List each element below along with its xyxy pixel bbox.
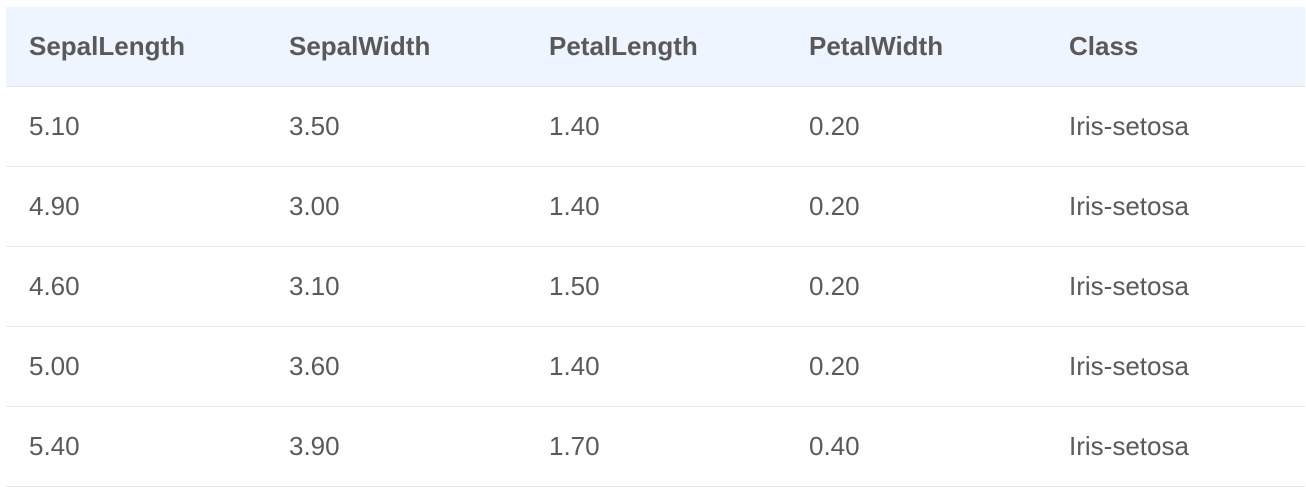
column-header-class[interactable]: Class: [1046, 7, 1305, 87]
table-cell-sepal-width: 3.10: [266, 246, 526, 327]
table-header: SepalLength SepalWidth PetalLength Petal…: [6, 7, 1305, 87]
column-header-sepal-width[interactable]: SepalWidth: [266, 7, 526, 87]
table-row[interactable]: 5.00 3.60 1.40 0.20 Iris-setosa: [6, 326, 1305, 407]
column-header-petal-width[interactable]: PetalWidth: [786, 7, 1046, 87]
table-cell-petal-width: 0.20: [786, 246, 1046, 327]
table-cell-sepal-width: 3.90: [266, 406, 526, 487]
data-table-container: SepalLength SepalWidth PetalLength Petal…: [6, 7, 1305, 487]
table-cell-sepal-length: 5.00: [6, 326, 266, 407]
table-row[interactable]: 4.60 3.10 1.50 0.20 Iris-setosa: [6, 246, 1305, 327]
table-cell-class: Iris-setosa: [1046, 406, 1305, 487]
table-cell-class: Iris-setosa: [1046, 166, 1305, 247]
column-header-sepal-length[interactable]: SepalLength: [6, 7, 266, 87]
column-header-petal-length[interactable]: PetalLength: [526, 7, 786, 87]
table-cell-sepal-width: 3.60: [266, 326, 526, 407]
table-cell-petal-width: 0.40: [786, 406, 1046, 487]
table-cell-sepal-length: 4.90: [6, 166, 266, 247]
table-row[interactable]: 5.40 3.90 1.70 0.40 Iris-setosa: [6, 406, 1305, 487]
table-cell-petal-width: 0.20: [786, 166, 1046, 247]
table-cell-class: Iris-setosa: [1046, 86, 1305, 167]
table-cell-petal-length: 1.50: [526, 246, 786, 327]
table-row[interactable]: 5.10 3.50 1.40 0.20 Iris-setosa: [6, 86, 1305, 167]
table-cell-class: Iris-setosa: [1046, 246, 1305, 327]
table-cell-petal-length: 1.40: [526, 326, 786, 407]
table-cell-class: Iris-setosa: [1046, 326, 1305, 407]
table-header-row: SepalLength SepalWidth PetalLength Petal…: [6, 7, 1305, 87]
table-cell-sepal-length: 4.60: [6, 246, 266, 327]
table-cell-sepal-length: 5.40: [6, 406, 266, 487]
table-cell-petal-width: 0.20: [786, 86, 1046, 167]
table-cell-petal-length: 1.40: [526, 166, 786, 247]
table-cell-petal-width: 0.20: [786, 326, 1046, 407]
table-cell-sepal-width: 3.50: [266, 86, 526, 167]
table-body: 5.10 3.50 1.40 0.20 Iris-setosa 4.90 3.0…: [6, 86, 1305, 487]
iris-data-table: SepalLength SepalWidth PetalLength Petal…: [6, 7, 1305, 487]
table-cell-sepal-length: 5.10: [6, 86, 266, 167]
table-cell-petal-length: 1.40: [526, 86, 786, 167]
table-cell-petal-length: 1.70: [526, 406, 786, 487]
table-cell-sepal-width: 3.00: [266, 166, 526, 247]
table-row[interactable]: 4.90 3.00 1.40 0.20 Iris-setosa: [6, 166, 1305, 247]
